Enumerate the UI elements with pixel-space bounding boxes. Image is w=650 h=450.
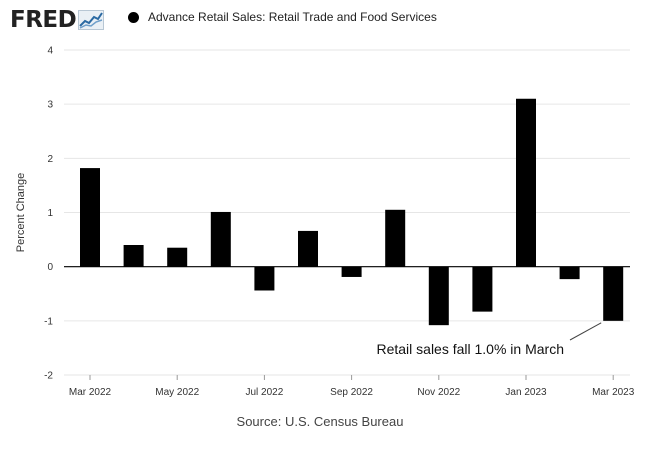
bar bbox=[210, 211, 231, 267]
bar bbox=[428, 266, 449, 326]
annotation-leader-line bbox=[569, 322, 602, 341]
gridlines bbox=[64, 49, 630, 376]
source-note: Source: U.S. Census Bureau bbox=[236, 414, 404, 429]
y-tick-label: -1 bbox=[44, 316, 53, 327]
chart-header: FRED Advance Retail Sales: Retail Trade … bbox=[10, 6, 640, 34]
x-tick-label: Jan 2023 bbox=[505, 387, 547, 398]
bar bbox=[603, 266, 624, 321]
x-tick-label: Nov 2022 bbox=[417, 387, 460, 398]
y-axis-title: Percent Change bbox=[15, 173, 27, 253]
trend-graph-icon bbox=[78, 10, 105, 30]
fred-logo[interactable]: FRED bbox=[10, 6, 105, 34]
bar bbox=[385, 209, 406, 267]
y-tick-label: 4 bbox=[47, 46, 53, 57]
axes: -2 -1 0 1 2 3 4 Mar 2022 May 2022 Jul 2022 Sep 202… bbox=[15, 46, 635, 399]
x-tick-label: Mar 2023 bbox=[592, 387, 635, 398]
fred-logo-text: FRED bbox=[10, 7, 77, 33]
legend-marker bbox=[128, 11, 139, 23]
x-tick-label: Sep 2022 bbox=[330, 387, 373, 398]
annotation-text: Retail sales fall 1.0% in March bbox=[376, 341, 564, 357]
bar bbox=[559, 266, 580, 280]
annotation: Retail sales fall 1.0% in March bbox=[376, 322, 602, 357]
y-tick-label: 1 bbox=[47, 208, 53, 219]
legend-label: Advance Retail Sales: Retail Trade and F… bbox=[148, 10, 437, 24]
bar bbox=[254, 266, 275, 291]
y-tick-label: 2 bbox=[47, 154, 53, 165]
bar bbox=[341, 266, 362, 277]
bar bbox=[123, 245, 144, 267]
bar bbox=[167, 247, 188, 267]
y-tick-label: 3 bbox=[47, 100, 53, 111]
y-tick-label: 0 bbox=[47, 262, 53, 273]
y-tick-label: -2 bbox=[44, 371, 53, 382]
x-tick-label: Jul 2022 bbox=[245, 387, 283, 398]
bar bbox=[472, 266, 493, 312]
bar-series bbox=[80, 98, 624, 326]
bar bbox=[80, 168, 100, 267]
bar bbox=[516, 98, 536, 267]
x-tick-label: May 2022 bbox=[155, 387, 199, 398]
x-tick-label: Mar 2022 bbox=[69, 387, 112, 398]
chart-legend: Advance Retail Sales: Retail Trade and F… bbox=[128, 10, 437, 24]
bar bbox=[298, 230, 318, 267]
